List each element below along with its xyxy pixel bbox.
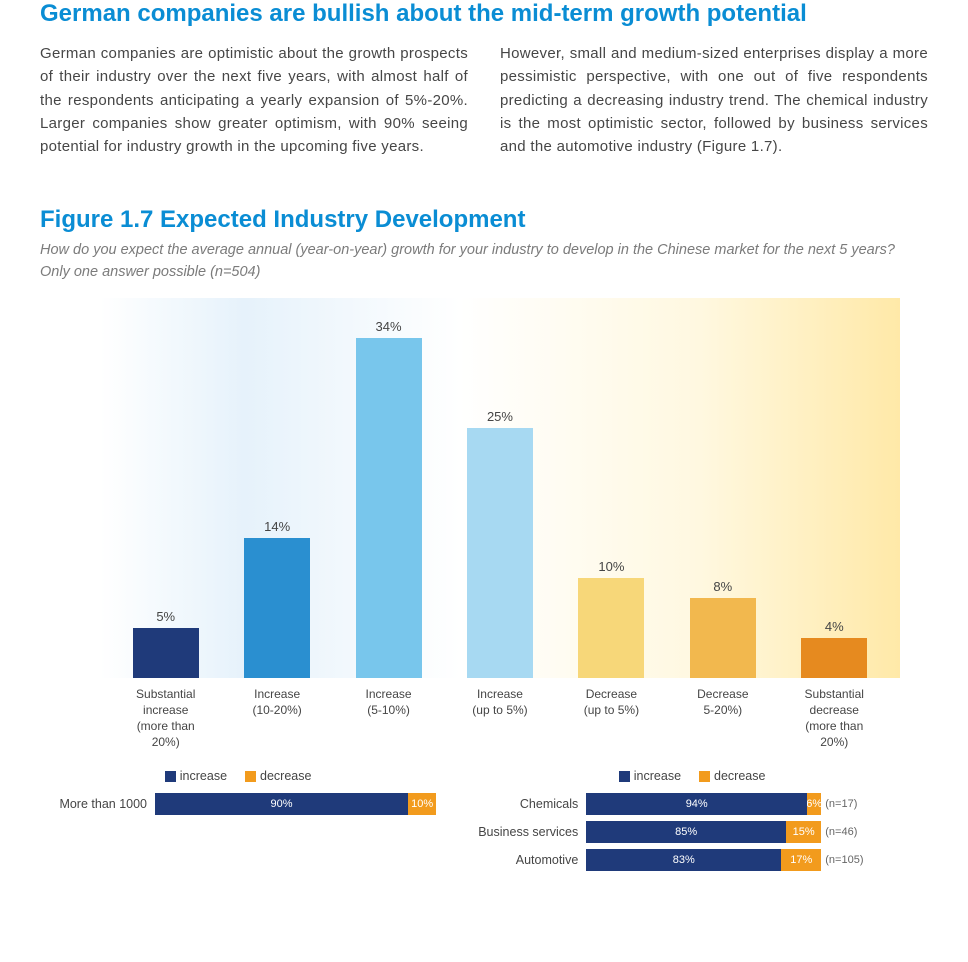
bar-rect [578, 578, 644, 678]
legend-decrease-label: decrease [714, 769, 765, 783]
stacked-bar: 90%10% [155, 793, 436, 815]
bar-slot: 14% [221, 298, 332, 678]
legend-decrease: decrease [245, 769, 311, 783]
stacked-row-label: Automotive [456, 853, 586, 867]
body-columns: German companies are optimistic about th… [40, 42, 928, 158]
bar-slot: 5% [110, 298, 221, 678]
lower-charts: increase decrease More than 100090%10% i… [40, 769, 928, 877]
legend-decrease: decrease [699, 769, 765, 783]
stacked-seg-decrease: 17% [781, 849, 821, 871]
stacked-bar: 85%15% [586, 821, 821, 843]
figure-subtitle: How do you expect the average annual (ye… [40, 240, 928, 284]
stacked-row-label: Business services [456, 825, 586, 839]
bar-value-label: 25% [487, 409, 513, 424]
stacked-row-n: (n=105) [821, 854, 863, 866]
bar-category-label: Decrease(up to 5%) [556, 686, 667, 751]
stacked-row: Automotive83%17%(n=105) [456, 849, 928, 871]
section-title: German companies are bullish about the m… [40, 0, 928, 28]
stacked-seg-increase: 90% [155, 793, 408, 815]
stacked-seg-decrease: 15% [786, 821, 821, 843]
bar-value-label: 14% [264, 519, 290, 534]
bar-value-label: 8% [713, 579, 732, 594]
legend-increase: increase [619, 769, 681, 783]
bar-rect [356, 338, 422, 678]
stacked-row-label: Chemicals [456, 797, 586, 811]
bar-category-label: Substantialdecrease(more than20%) [779, 686, 890, 751]
stacked-bar: 83%17% [586, 849, 821, 871]
stacked-seg-decrease: 10% [408, 793, 436, 815]
legend-right: increase decrease [456, 769, 928, 783]
legend-left: increase decrease [40, 769, 436, 783]
lower-left-chart: increase decrease More than 100090%10% [40, 769, 456, 877]
bar-category-label: Increase(5-10%) [333, 686, 444, 751]
body-col-1: German companies are optimistic about th… [40, 42, 468, 158]
lower-right-chart: increase decrease Chemicals94%6%(n=17) Bu… [456, 769, 928, 877]
bar-category-label: Increase(10-20%) [221, 686, 332, 751]
stacked-row: Chemicals94%6%(n=17) [456, 793, 928, 815]
stacked-seg-increase: 83% [586, 849, 781, 871]
stacked-seg-increase: 85% [586, 821, 786, 843]
bar-value-label: 5% [156, 609, 175, 624]
bar-chart-labels: Substantialincrease(more than20%)Increas… [100, 686, 900, 751]
stacked-row: More than 100090%10% [40, 793, 436, 815]
legend-increase: increase [165, 769, 227, 783]
bar-category-label: Decrease5-20%) [667, 686, 778, 751]
figure-title: Figure 1.7 Expected Industry Development [40, 206, 928, 234]
bar-rect [690, 598, 756, 678]
bar-chart: 5% 14% 34% 25% 10% 8% 4% Substantialincrease(m… [100, 298, 900, 751]
stacked-row: Business services85%15%(n=46) [456, 821, 928, 843]
legend-increase-swatch [619, 771, 630, 782]
bar-slot: 34% [333, 298, 444, 678]
stacked-bar: 94%6% [586, 793, 821, 815]
stacked-row-n: (n=46) [821, 826, 857, 838]
stacked-seg-increase: 94% [586, 793, 807, 815]
legend-decrease-label: decrease [260, 769, 311, 783]
stacked-row-n: (n=17) [821, 798, 857, 810]
bar-rect [467, 428, 533, 678]
legend-decrease-swatch [245, 771, 256, 782]
legend-increase-label: increase [634, 769, 681, 783]
bar-slot: 8% [667, 298, 778, 678]
bar-slot: 4% [779, 298, 890, 678]
body-col-2: However, small and medium-sized enterpri… [500, 42, 928, 158]
bar-rect [133, 628, 199, 678]
stacked-seg-decrease: 6% [807, 793, 821, 815]
legend-decrease-swatch [699, 771, 710, 782]
bar-slot: 10% [556, 298, 667, 678]
bar-rect [244, 538, 310, 678]
legend-increase-label: increase [180, 769, 227, 783]
bar-value-label: 10% [598, 559, 624, 574]
stacked-row-label: More than 1000 [40, 797, 155, 811]
bar-value-label: 34% [376, 319, 402, 334]
bar-category-label: Increase(up to 5%) [444, 686, 555, 751]
bar-slot: 25% [444, 298, 555, 678]
bar-chart-plot: 5% 14% 34% 25% 10% 8% 4% [100, 298, 900, 678]
bar-rect [801, 638, 867, 678]
bar-category-label: Substantialincrease(more than20%) [110, 686, 221, 751]
legend-increase-swatch [165, 771, 176, 782]
bar-value-label: 4% [825, 619, 844, 634]
